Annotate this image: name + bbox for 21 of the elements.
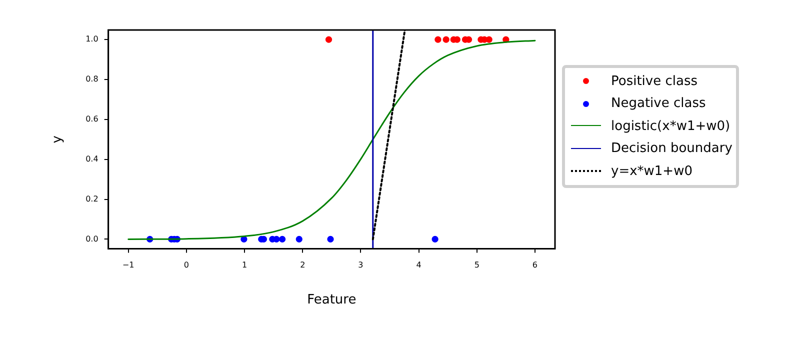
x-tick-label: 5 bbox=[474, 260, 480, 270]
x-tick-label: 1 bbox=[242, 260, 248, 270]
x-tick-label: 2 bbox=[300, 260, 306, 270]
legend-label: Decision boundary bbox=[611, 141, 732, 156]
y-tick-label: 1.0 bbox=[86, 34, 98, 44]
y-tick-label: 0.0 bbox=[86, 234, 98, 244]
y-axis-title: y bbox=[50, 135, 66, 144]
y-tick-label: 0.6 bbox=[86, 114, 98, 124]
legend-label: logistic(x*w1+w0) bbox=[611, 118, 730, 134]
legend-label: Positive class bbox=[611, 74, 698, 89]
x-tick-label: 0 bbox=[184, 260, 189, 270]
x-tick-label: 4 bbox=[416, 260, 422, 270]
x-tick-label: 6 bbox=[532, 260, 538, 270]
y-tick-label: 0.8 bbox=[86, 74, 98, 84]
y-tick-label: 0.2 bbox=[86, 194, 98, 204]
x-tick-label: 3 bbox=[358, 260, 364, 270]
y-tick-label: 0.4 bbox=[86, 154, 98, 164]
x-tick-label: −1 bbox=[122, 260, 134, 270]
legend-label: y=x*w1+w0 bbox=[611, 164, 692, 179]
legend-label: Negative class bbox=[611, 96, 706, 112]
x-axis-title: Feature bbox=[307, 292, 356, 308]
